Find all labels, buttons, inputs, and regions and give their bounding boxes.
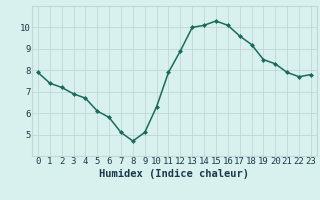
X-axis label: Humidex (Indice chaleur): Humidex (Indice chaleur) <box>100 169 249 179</box>
